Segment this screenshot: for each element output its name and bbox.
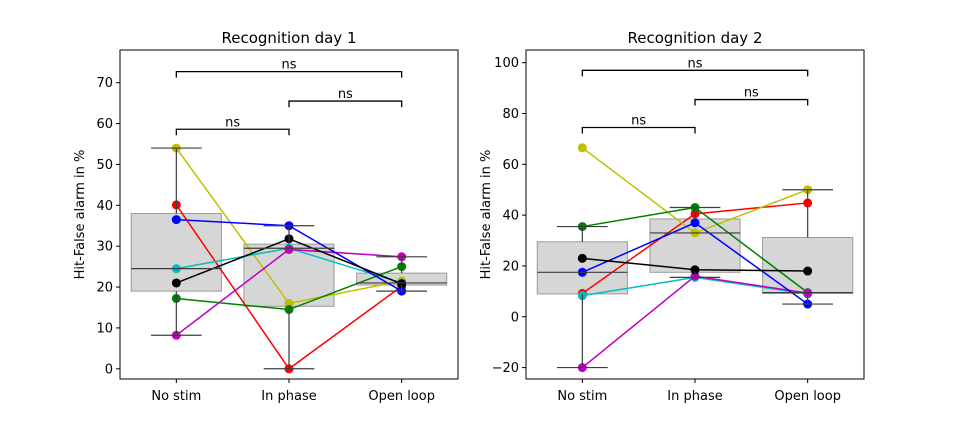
y-tick-label-2: 20 bbox=[502, 259, 519, 274]
data-point-1-0 bbox=[577, 143, 587, 153]
y-tick-label-4: 40 bbox=[96, 199, 113, 214]
y-tick-label-6: 100 bbox=[494, 56, 519, 71]
significance-label-2: ns bbox=[281, 58, 296, 73]
y-tick-label-3: 40 bbox=[502, 209, 519, 224]
x-tick-label-2: Open loop bbox=[774, 389, 841, 404]
y-tick-label-0: 0 bbox=[105, 362, 113, 377]
x-tick-label-1: In phase bbox=[261, 389, 316, 404]
data-point-5-1 bbox=[690, 218, 700, 228]
significance-bracket-0 bbox=[175, 128, 290, 136]
data-point-4-1 bbox=[284, 244, 294, 254]
y-tick-label-1: 0 bbox=[511, 310, 519, 325]
y-axis-label: Hit-False alarm in % bbox=[479, 150, 494, 280]
significance-bracket-2 bbox=[581, 69, 809, 77]
significance-bracket-0 bbox=[581, 126, 696, 134]
chart-panel-day-1: ns ns ns 0 10 20 30 40 50 60 70 No stim In phase Open… bbox=[73, 29, 459, 404]
x-tick-label-0: No stim bbox=[557, 389, 607, 404]
data-point-6-2 bbox=[803, 266, 813, 276]
significance-bracket-1 bbox=[288, 100, 403, 108]
x-tick-label-2: Open loop bbox=[368, 389, 435, 404]
box-0 bbox=[130, 212, 222, 292]
y-tick-label-5: 80 bbox=[502, 107, 519, 122]
data-point-6-1 bbox=[690, 265, 700, 275]
significance-label-0: ns bbox=[631, 113, 646, 128]
y-tick-label-4: 60 bbox=[502, 158, 519, 173]
significance-label-1: ns bbox=[338, 87, 353, 102]
data-point-6-0 bbox=[171, 278, 181, 288]
chart-title: Recognition day 2 bbox=[628, 29, 763, 47]
significance-bracket-2 bbox=[175, 71, 403, 78]
data-point-5-0 bbox=[171, 215, 181, 225]
y-tick-label-6: 60 bbox=[96, 117, 113, 132]
significance-label-1: ns bbox=[744, 86, 759, 101]
y-tick-label-2: 20 bbox=[96, 281, 113, 296]
y-tick-label-5: 50 bbox=[96, 158, 113, 173]
y-axis-label: Hit-False alarm in % bbox=[73, 150, 88, 280]
box-2 bbox=[762, 236, 854, 294]
chart-title: Recognition day 1 bbox=[222, 29, 357, 47]
data-point-6-2 bbox=[397, 279, 407, 289]
y-tick-label-0: −20 bbox=[492, 361, 519, 376]
x-tick-label-1: In phase bbox=[667, 389, 722, 404]
significance-bracket-1 bbox=[694, 98, 809, 106]
y-tick-label-3: 30 bbox=[96, 240, 113, 255]
chart-panel-day-2: ns ns ns −20 0 20 40 60 80 100 No stim In phase Open… bbox=[479, 29, 865, 404]
significance-label-2: ns bbox=[687, 56, 702, 71]
y-tick-label-1: 10 bbox=[96, 321, 113, 336]
x-tick-label-0: No stim bbox=[151, 389, 201, 404]
data-point-6-0 bbox=[577, 253, 587, 263]
significance-label-0: ns bbox=[225, 115, 240, 130]
y-tick-label-7: 70 bbox=[96, 76, 113, 91]
